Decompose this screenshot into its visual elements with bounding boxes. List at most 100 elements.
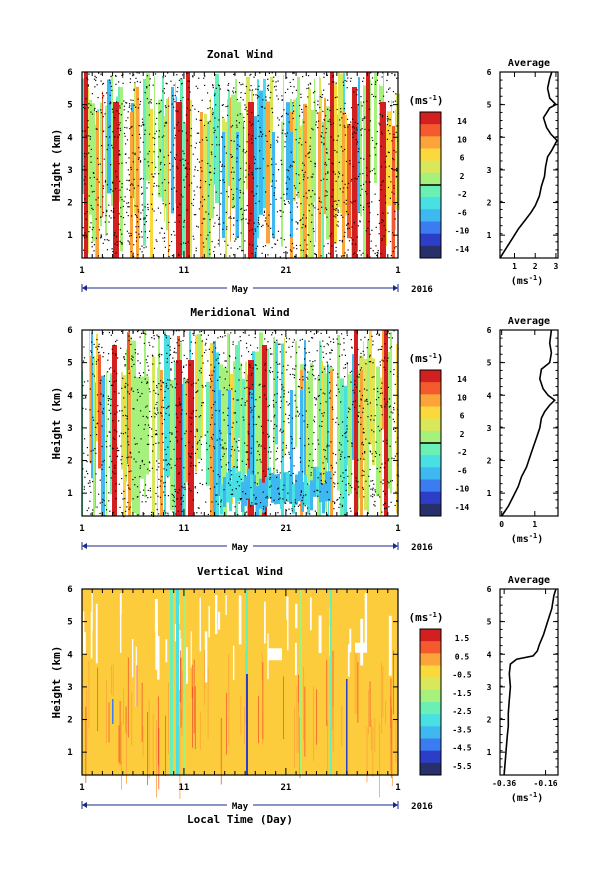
contour-mark [236,481,239,483]
contour-mark [164,246,166,248]
contour-mark [320,479,322,482]
contour-mark [307,153,309,155]
contour-mark [127,391,129,393]
contour-mark [269,473,271,475]
contour-mark [160,385,162,387]
contour-mark [214,401,216,403]
heatmap-cell [199,597,201,652]
colorbar-swatch [420,491,441,505]
contour-mark [252,177,255,179]
contour-mark [332,74,334,77]
contour-mark [110,404,112,407]
contour-mark [375,245,377,247]
contour-mark [292,368,294,370]
contour-mark [312,205,314,207]
contour-mark [99,402,101,404]
contour-mark [128,206,130,208]
contour-mark [174,234,176,236]
contour-mark [92,226,94,229]
contour-mark [349,484,351,487]
contour-mark [172,334,174,336]
heatmap-cell [91,590,93,631]
contour-mark [222,455,224,458]
contour-mark [339,343,341,345]
contour-mark [164,333,166,336]
contour-mark [269,478,271,480]
contour-mark [330,136,332,138]
contour-mark [277,363,279,365]
contour-mark [337,209,339,211]
contour-mark [163,418,165,421]
contour-mark [286,193,288,195]
contour-mark [217,337,219,339]
profile-x-label-close: ) [537,793,543,804]
contour-mark [335,200,337,202]
contour-mark [156,334,158,336]
contour-mark [150,496,152,498]
colorbar-swatch [420,726,441,739]
contour-mark [153,182,155,185]
contour-mark [120,432,122,434]
contour-mark [110,217,112,219]
contour-mark [122,377,124,379]
heatmap-cell [259,90,263,215]
contour-mark [341,505,343,508]
contour-mark [294,394,296,396]
contour-mark [362,431,364,433]
contour-mark [238,379,240,381]
contour-mark [251,89,254,91]
contour-mark [283,203,286,205]
contour-mark [289,211,292,213]
contour-mark [174,157,176,159]
contour-mark [95,76,97,79]
contour-mark [156,407,158,409]
contour-mark [89,409,91,411]
contour-mark [166,361,168,363]
profile-y-tick-label: 5 [487,101,492,110]
heatmap-cell [242,378,245,516]
contour-mark [329,390,332,392]
contour-mark [377,72,379,74]
contour-mark [91,246,93,248]
contour-mark [108,368,111,370]
contour-mark [119,410,121,412]
contour-mark [230,156,233,158]
contour-mark [164,105,166,107]
contour-mark [133,437,136,439]
contour-mark [325,482,327,484]
contour-mark [196,225,198,227]
contour-mark [147,434,149,437]
contour-mark [241,460,243,462]
contour-mark [193,190,195,192]
contour-mark [187,381,189,384]
contour-mark [227,105,229,107]
contour-mark [208,213,210,215]
contour-mark [221,104,223,107]
contour-mark [237,399,239,401]
contour-mark [301,108,303,111]
contour-mark [94,86,96,88]
contour-mark [297,223,299,225]
contour-mark [314,252,316,255]
contour-mark [302,75,304,78]
contour-mark [285,182,287,184]
contour-mark [359,249,361,252]
contour-mark [376,143,378,145]
contour-mark [178,214,180,216]
contour-mark [87,107,89,109]
contour-mark [345,210,348,213]
heatmap-cell [337,334,340,491]
contour-mark [264,385,266,387]
contour-mark [142,124,144,126]
contour-mark [196,429,198,431]
contour-mark [121,162,123,164]
heatmap-cell [215,73,219,204]
contour-mark [334,483,336,485]
contour-mark [283,420,285,423]
heatmap-cell [364,593,367,651]
contour-mark [220,171,222,173]
contour-mark [102,82,105,85]
contour-mark [249,364,251,366]
contour-mark [203,246,205,248]
contour-mark [138,376,141,379]
